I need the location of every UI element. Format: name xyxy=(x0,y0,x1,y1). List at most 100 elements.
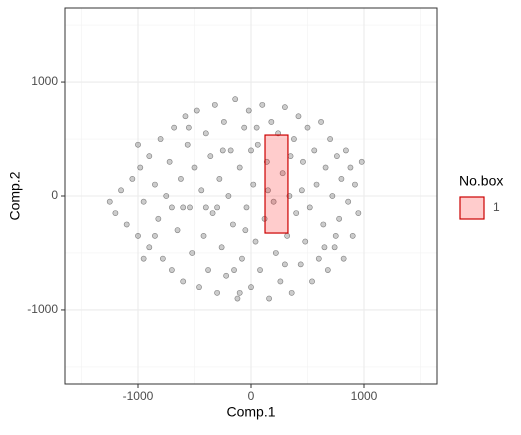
point xyxy=(112,210,119,216)
point xyxy=(140,255,147,262)
point xyxy=(306,204,313,211)
point xyxy=(236,289,243,296)
point xyxy=(180,204,187,211)
point xyxy=(304,124,311,131)
point xyxy=(352,181,358,188)
y-tick-label: -1000 xyxy=(27,302,58,316)
point xyxy=(345,198,352,205)
point xyxy=(232,96,239,103)
point xyxy=(189,250,196,256)
point xyxy=(347,164,354,171)
point xyxy=(245,107,252,114)
point xyxy=(332,232,339,239)
point xyxy=(270,198,277,205)
point xyxy=(157,136,164,142)
point xyxy=(277,278,284,285)
point xyxy=(155,215,162,222)
point xyxy=(315,255,322,262)
point xyxy=(272,250,279,256)
y-axis-title: Comp.2 xyxy=(7,171,23,220)
point xyxy=(298,187,305,194)
point xyxy=(320,221,327,228)
point xyxy=(106,198,113,205)
point xyxy=(216,176,223,182)
point xyxy=(227,147,234,154)
point xyxy=(340,255,347,262)
selection-box xyxy=(264,134,289,234)
point xyxy=(295,113,302,120)
point xyxy=(214,289,220,296)
point xyxy=(223,272,230,279)
point xyxy=(300,158,306,165)
point xyxy=(291,136,297,142)
panel-border xyxy=(64,7,438,385)
point xyxy=(211,101,218,108)
point xyxy=(336,215,343,222)
point xyxy=(146,244,153,251)
point xyxy=(200,232,207,239)
point xyxy=(152,232,158,239)
point xyxy=(171,124,178,131)
point xyxy=(218,244,225,251)
point xyxy=(343,147,349,154)
point xyxy=(241,124,248,131)
point xyxy=(202,130,209,137)
point xyxy=(137,164,144,171)
point xyxy=(168,204,175,211)
point xyxy=(205,267,211,273)
point xyxy=(239,255,245,262)
x-tick-label: 1000 xyxy=(351,389,378,403)
point xyxy=(284,232,291,239)
point xyxy=(242,227,249,234)
point xyxy=(279,170,286,177)
point xyxy=(123,221,130,228)
point xyxy=(259,101,266,108)
point xyxy=(324,267,331,273)
point xyxy=(193,107,200,114)
point xyxy=(182,113,189,120)
x-tick-label: 0 xyxy=(248,389,255,403)
point xyxy=(118,187,124,194)
point xyxy=(250,181,257,188)
y-tick-label: 0 xyxy=(51,188,58,202)
point xyxy=(252,238,259,245)
point xyxy=(302,238,309,245)
point xyxy=(268,119,275,125)
point xyxy=(293,210,300,216)
point xyxy=(214,204,220,211)
point xyxy=(355,210,362,216)
point xyxy=(187,204,193,211)
point xyxy=(202,204,209,211)
point xyxy=(257,267,263,273)
point xyxy=(321,244,328,251)
point xyxy=(225,193,232,199)
point xyxy=(180,278,187,285)
point xyxy=(191,164,198,171)
point xyxy=(338,176,345,182)
point xyxy=(234,295,241,302)
point xyxy=(282,261,288,268)
point xyxy=(254,141,261,148)
point xyxy=(243,204,250,211)
point xyxy=(198,187,205,194)
point xyxy=(349,232,356,239)
x-tick-label: -1000 xyxy=(123,389,154,403)
legend-key xyxy=(459,196,485,220)
point xyxy=(248,147,254,154)
point xyxy=(287,153,294,160)
point xyxy=(146,153,153,160)
point xyxy=(140,198,147,205)
point xyxy=(288,289,295,296)
point xyxy=(219,147,226,154)
point xyxy=(318,119,324,125)
point xyxy=(207,153,214,160)
point xyxy=(358,158,365,165)
point xyxy=(236,164,243,171)
y-tick-label: 1000 xyxy=(31,74,58,88)
point xyxy=(282,104,288,111)
point xyxy=(266,295,272,302)
point xyxy=(322,164,329,171)
point xyxy=(230,221,236,228)
point xyxy=(163,193,170,199)
